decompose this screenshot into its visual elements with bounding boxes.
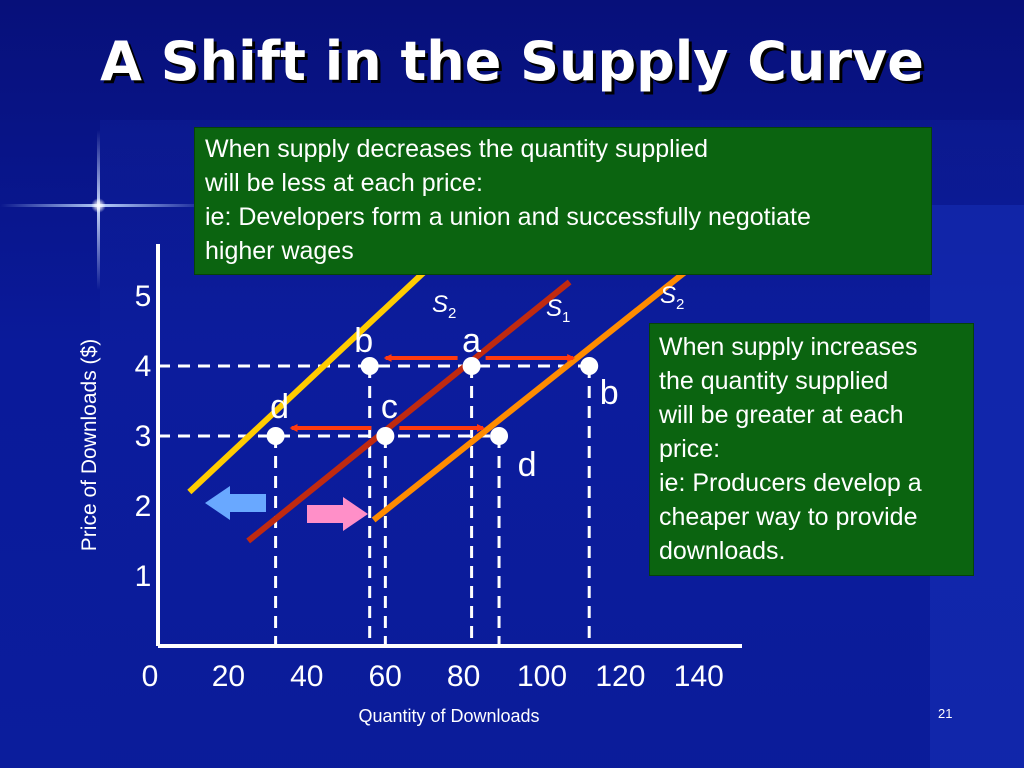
supply-curve-label: S2: [432, 291, 456, 322]
point-label: d: [518, 446, 537, 484]
y-tick-label: 4: [135, 350, 152, 383]
x-axis-label: Quantity of Downloads: [358, 706, 540, 726]
x-tick-label: 80: [447, 660, 480, 693]
supply-curve-label: S2: [660, 282, 684, 313]
equilibrium-point: [580, 357, 599, 375]
note-line: ie: Producers develop a: [659, 469, 922, 497]
slide-title: A Shift in the Supply Curve: [100, 30, 924, 93]
equilibrium-point: [376, 427, 395, 445]
equilibrium-point: [490, 427, 509, 445]
supply-decrease-note: When supply decreases the quantity suppl…: [194, 127, 932, 275]
equilibrium-point: [266, 427, 285, 445]
x-tick-label: 140: [674, 660, 724, 693]
note-line: downloads.: [659, 537, 786, 565]
point-label: b: [600, 374, 619, 412]
point-label: d: [270, 388, 289, 426]
supply-curve-line: [371, 258, 701, 523]
note-line: When supply decreases the quantity suppl…: [205, 135, 709, 163]
supply-curve-label: S1: [546, 295, 570, 326]
point-label: b: [354, 322, 373, 360]
y-tick-label: 5: [135, 280, 152, 313]
note-line: cheaper way to provide: [659, 503, 918, 531]
x-tick-label: 60: [369, 660, 402, 693]
equilibrium-point: [462, 357, 481, 375]
x-tick-label: 0: [142, 660, 159, 693]
note-line: ie: Developers form a union and successf…: [205, 203, 811, 231]
supply-increase-note: When supply increases the quantity suppl…: [649, 323, 974, 576]
x-tick-label: 40: [290, 660, 323, 693]
y-tick-label: 2: [135, 490, 152, 523]
note-line: price:: [659, 435, 721, 463]
supply-curve-line: [187, 265, 431, 495]
point-label: c: [381, 388, 398, 426]
supply-curve-line: [246, 279, 572, 544]
shift-right-arrow: [307, 497, 368, 531]
point-label: a: [462, 322, 481, 360]
note-line: will be greater at each: [659, 401, 904, 429]
shift-left-arrow: [205, 486, 266, 520]
note-line: the quantity supplied: [659, 367, 889, 395]
y-tick-label: 1: [135, 560, 152, 593]
x-tick-label: 20: [212, 660, 245, 693]
sparkle-icon: [91, 198, 106, 213]
equilibrium-point: [360, 357, 379, 375]
x-tick-label: 120: [595, 660, 645, 693]
note-line: will be less at each price:: [205, 169, 483, 197]
y-tick-label: 3: [135, 420, 152, 453]
y-axis-label: Price of Downloads ($): [78, 338, 101, 552]
x-tick-label: 100: [517, 660, 567, 693]
page-number: 21: [938, 706, 953, 721]
note-line: higher wages: [205, 237, 354, 265]
note-line: When supply increases: [659, 333, 918, 361]
